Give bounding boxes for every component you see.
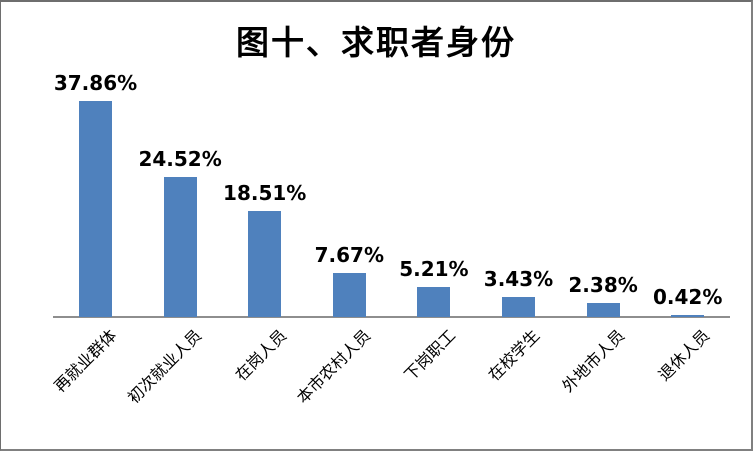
bar (163, 177, 197, 317)
bar-value-label: 2.38% (568, 273, 638, 297)
bar-value-label: 7.67% (314, 243, 384, 267)
category-label: 初次就业人员 (124, 325, 206, 408)
category-label: 下岗职工 (400, 325, 460, 385)
bar (671, 315, 705, 317)
category-label: 在岗人员 (231, 325, 290, 385)
bar-value-label: 37.86% (53, 71, 138, 95)
bar (79, 101, 112, 317)
bar (502, 297, 535, 317)
bar (586, 303, 620, 317)
bar-value-label: 0.42% (652, 285, 723, 309)
category-label: 在校学生 (485, 325, 544, 385)
category-label: 退休人员 (654, 325, 713, 385)
bar (417, 287, 451, 317)
bar-value-label: 24.52% (138, 147, 222, 171)
bar (248, 211, 282, 317)
chart-title: 图十、求职者身份 (236, 23, 516, 62)
category-label: 外地市人员 (558, 325, 629, 396)
bar-value-label: 5.21% (399, 257, 469, 281)
category-label: 再就业群体 (50, 325, 121, 396)
bar-value-label: 18.51% (223, 181, 307, 205)
x-axis-line (53, 316, 730, 318)
bar (332, 273, 366, 317)
category-label: 本市农村人员 (293, 325, 375, 408)
bar-value-label: 3.43% (483, 267, 554, 291)
